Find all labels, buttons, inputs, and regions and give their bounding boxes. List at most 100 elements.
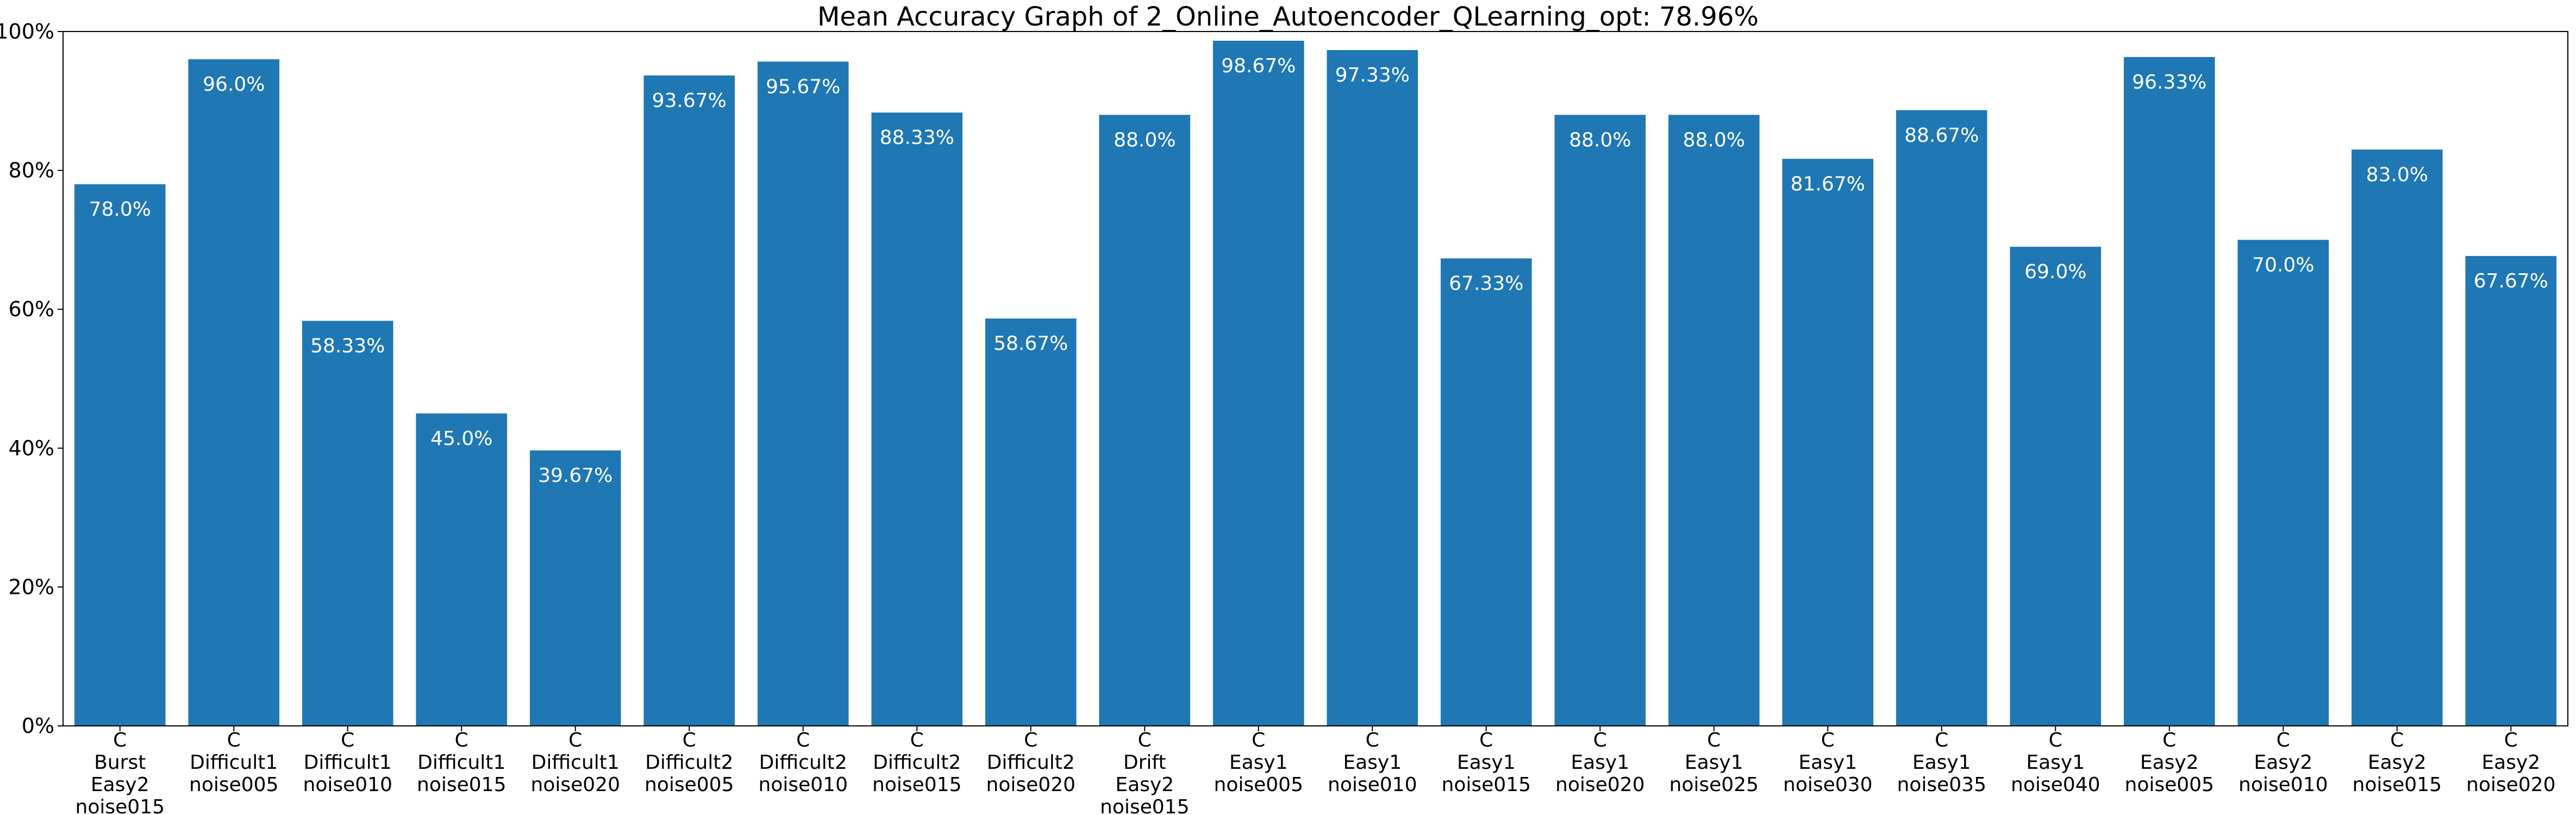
x-tick-label: C Difficult2 noise015 (872, 729, 961, 796)
x-tick-label-line: Difficult2 (873, 751, 961, 774)
x-tick-label: C Difficult1 noise010 (303, 729, 392, 796)
x-tick-label: C Easy2 noise005 (2125, 729, 2214, 796)
data-label: 96.0% (203, 73, 265, 96)
bar (871, 112, 963, 726)
bar (2237, 240, 2329, 726)
x-tick-label-line: C (1935, 729, 1948, 751)
bar (1668, 115, 1760, 726)
y-tick-label: 100% (0, 20, 54, 43)
x-tick-label-line: Difficult1 (190, 751, 278, 774)
x-tick-label-line: Easy2 (2368, 751, 2427, 774)
data-label: 93.67% (652, 90, 727, 112)
x-tick-label-line: noise010 (759, 774, 848, 796)
data-label: 39.67% (538, 465, 612, 487)
y-tick-label: 80% (9, 159, 54, 183)
x-tick-label-line: noise015 (1442, 774, 1531, 796)
data-label: 45.0% (430, 428, 492, 450)
x-tick-label-line: Difficult1 (304, 751, 392, 774)
bar (2465, 256, 2557, 726)
x-tick-label-line: noise010 (1328, 774, 1417, 796)
x-tick-label-line: noise025 (1670, 774, 1759, 796)
x-tick-label-line: noise015 (417, 774, 506, 796)
x-tick-label-line: C (227, 729, 241, 751)
bar (74, 184, 166, 726)
x-tick-label-line: noise005 (645, 774, 734, 796)
x-tick-label-line: C (455, 729, 468, 751)
x-tick-label: C Easy1 noise010 (1328, 729, 1417, 796)
x-tick-label-line: noise035 (1897, 774, 1986, 796)
value-labels-group: 78.0% 96.0% 58.33% 45.0% 39.67% 93.67% 95.67% 8… (89, 55, 2548, 487)
x-tick-label: C Difficult2 noise005 (645, 729, 734, 796)
x-tick-label-line: C (1593, 729, 1607, 751)
bar (2351, 149, 2443, 726)
x-tick-label-line: Easy1 (1343, 751, 1402, 774)
data-label: 96.33% (2132, 71, 2206, 93)
x-tick-label-line: C (1479, 729, 1493, 751)
x-tick-label-line: Easy1 (1229, 751, 1288, 774)
x-tick-label-line: noise040 (2011, 774, 2100, 796)
x-tick-label-line: C (1707, 729, 1721, 751)
data-label: 88.67% (1904, 124, 1979, 147)
x-tick-label-line: noise020 (531, 774, 620, 796)
data-label: 70.0% (2252, 254, 2314, 276)
bar (1896, 110, 1987, 726)
y-tick-label: 40% (9, 436, 54, 460)
bar (529, 450, 621, 726)
x-tick-label-line: C (2162, 729, 2176, 751)
x-tick-label-line: Difficult2 (645, 751, 733, 774)
x-tick-label-line: Easy2 (2140, 751, 2199, 774)
data-label: 88.0% (1114, 129, 1176, 151)
x-tick-label: C Difficult2 noise020 (986, 729, 1076, 796)
x-tick-label: C Easy1 noise035 (1897, 729, 1986, 796)
data-label: 58.67% (993, 333, 1068, 355)
x-tick-label-line: Easy1 (1685, 751, 1743, 774)
x-tick-label-line: C (568, 729, 582, 751)
x-tick-label: C Easy2 noise020 (2466, 729, 2555, 796)
data-label: 58.33% (310, 335, 385, 358)
x-tick-label-line: noise005 (2125, 774, 2214, 796)
x-tick-label: C Easy1 noise005 (1214, 729, 1303, 796)
x-tick-label-line: Easy2 (2254, 751, 2312, 774)
x-tick-label-line: noise010 (2239, 774, 2328, 796)
x-tick-label-line: noise020 (1555, 774, 1645, 796)
bar (2123, 57, 2215, 726)
x-tick-label-line: C (341, 729, 354, 751)
x-tick-label-line: noise015 (872, 774, 961, 796)
plot-frame (62, 31, 2568, 726)
x-tick-label: C Easy1 noise020 (1555, 729, 1645, 796)
bar (1327, 50, 1418, 726)
x-tick-label-line: noise015 (1100, 796, 1189, 815)
x-tick-label-line: C (113, 729, 127, 751)
x-tick-label-line: C (683, 729, 696, 751)
data-label: 88.0% (1569, 129, 1631, 151)
x-tick-label-line: noise010 (303, 774, 392, 796)
x-tick-label-line: C (2277, 729, 2290, 751)
x-tick-label: C Difficult2 noise010 (759, 729, 848, 796)
x-tick-label-line: noise020 (2466, 774, 2555, 796)
data-label: 88.0% (1683, 129, 1745, 151)
x-tick-label-line: noise020 (986, 774, 1076, 796)
y-axis: 0% 20% 40% 60% 80% 100% (0, 20, 63, 738)
x-tick-label-line: Burst (94, 751, 146, 774)
x-tick-label-line: Easy2 (2481, 751, 2540, 774)
x-tick-label-line: Easy1 (1912, 751, 1971, 774)
data-label: 83.0% (2366, 164, 2428, 186)
x-tick-label-line: C (1366, 729, 1379, 751)
y-tick-label: 20% (9, 575, 54, 599)
x-tick-label-line: noise005 (189, 774, 278, 796)
bar (2010, 247, 2102, 726)
x-tick-label: C Difficult1 noise015 (417, 729, 506, 796)
x-tick-label-line: Difficult2 (987, 751, 1075, 774)
x-tick-label: C Easy1 noise030 (1783, 729, 1872, 796)
x-tick-label: C Easy1 noise015 (1442, 729, 1531, 796)
bar (302, 321, 393, 726)
x-tick-label-line: Difficult1 (532, 751, 620, 774)
x-tick-label-line: Easy1 (1457, 751, 1516, 774)
x-tick-label-line: noise005 (1214, 774, 1303, 796)
x-tick-label-line: noise015 (76, 796, 165, 815)
x-tick-label-line: C (1024, 729, 1037, 751)
bar (188, 59, 280, 726)
x-tick-label: C Easy2 noise010 (2239, 729, 2328, 796)
